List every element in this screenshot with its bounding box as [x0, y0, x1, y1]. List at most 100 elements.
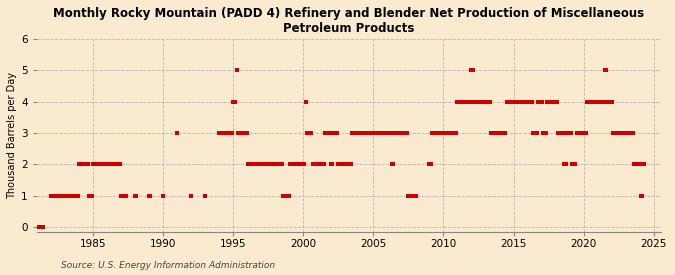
Point	[315, 162, 326, 167]
Point	[120, 194, 131, 198]
Point	[444, 131, 455, 135]
Point	[107, 162, 118, 167]
Point	[305, 131, 316, 135]
Point	[541, 131, 551, 135]
Point	[554, 131, 564, 135]
Point	[411, 194, 422, 198]
Point	[437, 131, 448, 135]
Point	[344, 162, 354, 167]
Point	[460, 100, 471, 104]
Point	[327, 162, 338, 167]
Point	[357, 131, 368, 135]
Point	[97, 162, 107, 167]
Point	[109, 162, 119, 167]
Point	[218, 131, 229, 135]
Point	[524, 100, 535, 104]
Point	[598, 100, 609, 104]
Point	[528, 131, 539, 135]
Point	[479, 100, 490, 104]
Point	[433, 131, 444, 135]
Point	[435, 131, 446, 135]
Point	[518, 100, 529, 104]
Point	[227, 100, 238, 104]
Point	[293, 162, 304, 167]
Point	[62, 194, 73, 198]
Point	[101, 162, 111, 167]
Point	[483, 100, 494, 104]
Point	[595, 100, 605, 104]
Point	[560, 162, 570, 167]
Point	[569, 162, 580, 167]
Point	[157, 194, 168, 198]
Point	[587, 100, 597, 104]
Point	[480, 100, 491, 104]
Point	[622, 131, 632, 135]
Point	[113, 162, 124, 167]
Point	[246, 162, 257, 167]
Point	[571, 131, 582, 135]
Point	[300, 100, 311, 104]
Point	[473, 100, 484, 104]
Point	[51, 194, 62, 198]
Point	[540, 131, 551, 135]
Point	[368, 131, 379, 135]
Point	[358, 131, 369, 135]
Point	[387, 162, 398, 167]
Point	[400, 131, 411, 135]
Point	[292, 162, 302, 167]
Point	[493, 131, 504, 135]
Point	[309, 162, 320, 167]
Point	[544, 100, 555, 104]
Point	[103, 162, 113, 167]
Point	[350, 131, 361, 135]
Point	[258, 162, 269, 167]
Point	[96, 162, 107, 167]
Point	[593, 100, 604, 104]
Point	[346, 162, 356, 167]
Point	[320, 131, 331, 135]
Point	[63, 194, 74, 198]
Point	[352, 131, 362, 135]
Point	[56, 194, 67, 198]
Point	[505, 100, 516, 104]
Point	[624, 131, 634, 135]
Point	[456, 100, 466, 104]
Point	[474, 100, 485, 104]
Point	[264, 162, 275, 167]
Point	[221, 131, 232, 135]
Text: Source: U.S. Energy Information Administration: Source: U.S. Energy Information Administ…	[61, 260, 275, 270]
Point	[236, 131, 246, 135]
Point	[339, 162, 350, 167]
Point	[533, 100, 543, 104]
Point	[518, 100, 529, 104]
Point	[90, 162, 101, 167]
Point	[55, 194, 65, 198]
Point	[392, 131, 403, 135]
Point	[231, 68, 242, 73]
Point	[390, 131, 401, 135]
Point	[620, 131, 631, 135]
Point	[272, 162, 283, 167]
Point	[224, 131, 235, 135]
Point	[171, 131, 182, 135]
Point	[216, 131, 227, 135]
Point	[537, 131, 548, 135]
Point	[388, 162, 399, 167]
Point	[256, 162, 267, 167]
Point	[131, 194, 142, 198]
Point	[404, 194, 415, 198]
Point	[344, 162, 355, 167]
Point	[48, 194, 59, 198]
Point	[395, 131, 406, 135]
Point	[117, 194, 128, 198]
Point	[80, 162, 90, 167]
Point	[84, 194, 95, 198]
Point	[639, 162, 650, 167]
Point	[451, 131, 462, 135]
Point	[570, 162, 581, 167]
Point	[462, 100, 472, 104]
Point	[466, 68, 477, 73]
Point	[483, 100, 493, 104]
Point	[331, 131, 342, 135]
Point	[114, 162, 125, 167]
